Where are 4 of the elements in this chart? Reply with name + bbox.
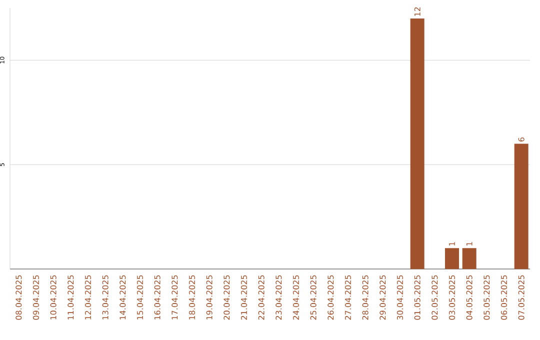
bar xyxy=(462,248,476,269)
bar xyxy=(445,248,460,269)
bar xyxy=(410,18,424,269)
bar xyxy=(514,144,528,269)
